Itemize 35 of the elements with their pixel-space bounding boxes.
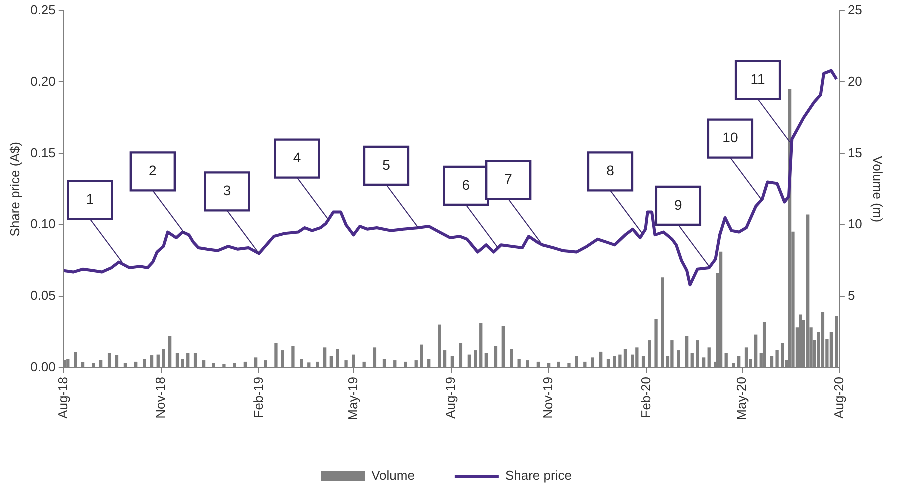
y-tick-label: 0.20 bbox=[30, 74, 56, 89]
y2-tick-label: 20 bbox=[848, 74, 862, 89]
x-tick-label: Nov-19 bbox=[540, 377, 556, 419]
y-tick-label: 0.15 bbox=[30, 145, 56, 160]
annotation: 11 bbox=[750, 71, 766, 88]
y-tick-label: 0.25 bbox=[30, 2, 56, 18]
x-tick-label: Feb-20 bbox=[638, 377, 654, 418]
annotation: 9 bbox=[674, 196, 683, 213]
x-tick-label: May-20 bbox=[734, 377, 749, 420]
legend-label: Share price bbox=[505, 468, 572, 484]
y-tick-label: 0.00 bbox=[30, 360, 56, 375]
y2-tick-label: 15 bbox=[848, 145, 862, 160]
annotation: 1 bbox=[86, 191, 94, 208]
annotation: 4 bbox=[293, 150, 302, 166]
annotation: 7 bbox=[504, 171, 513, 188]
annotation: 10 bbox=[722, 130, 738, 146]
y2-tick-label: 5 bbox=[848, 288, 856, 304]
x-tick-label: Nov-18 bbox=[153, 377, 168, 419]
annotation: 8 bbox=[606, 162, 615, 179]
x-tick-label: Aug-18 bbox=[55, 377, 70, 419]
annotation: 3 bbox=[223, 182, 232, 199]
x-tick-label: Aug-20 bbox=[832, 377, 847, 419]
y2-axis-title: Volume (m) bbox=[870, 156, 886, 223]
legend-label: Volume bbox=[372, 468, 415, 484]
annotation: 2 bbox=[149, 162, 158, 179]
annotation: 5 bbox=[382, 156, 391, 173]
y2-tick-label: 25 bbox=[848, 2, 862, 18]
x-tick-label: May-19 bbox=[345, 377, 360, 420]
y-tick-label: 0.05 bbox=[30, 288, 56, 304]
y-tick-label: 0.10 bbox=[30, 216, 56, 232]
x-tick-label: Feb-19 bbox=[250, 377, 266, 418]
y-axis-title: Share price (A$) bbox=[7, 142, 22, 237]
x-tick-label: Aug-19 bbox=[442, 377, 458, 419]
annotation: 6 bbox=[462, 176, 470, 193]
y2-tick-label: 10 bbox=[848, 216, 862, 232]
